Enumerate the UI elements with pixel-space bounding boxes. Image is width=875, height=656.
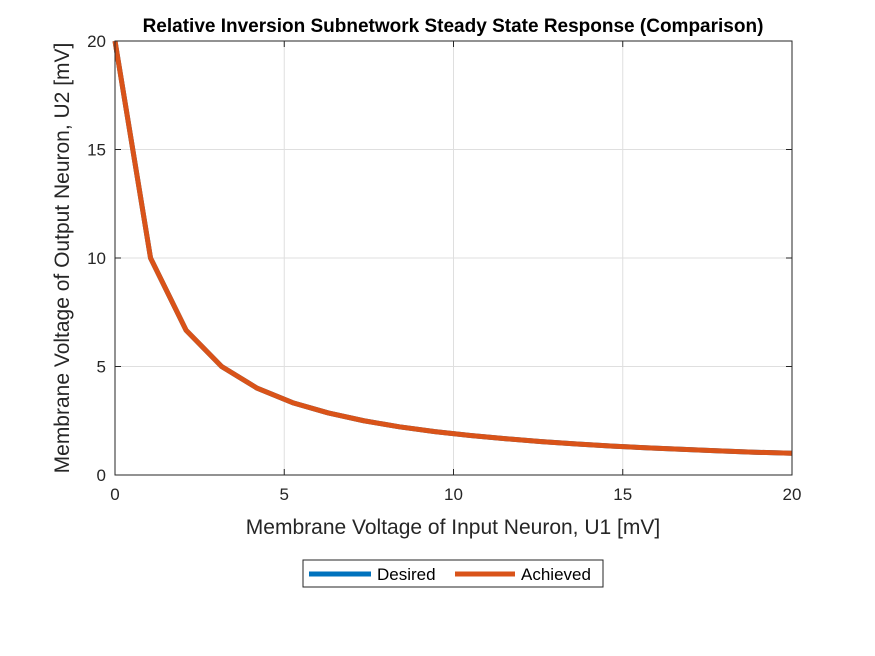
chart-title: Relative Inversion Subnetwork Steady Sta… — [143, 16, 764, 37]
x-tick-label: 10 — [444, 485, 463, 504]
y-tick-label: 10 — [87, 249, 106, 268]
x-axis-title: Membrane Voltage of Input Neuron, U1 [mV… — [246, 516, 660, 539]
y-tick-label: 15 — [87, 141, 106, 160]
x-tick-label: 15 — [613, 485, 632, 504]
axes-box — [114, 40, 793, 476]
x-tick-label: 0 — [110, 485, 119, 504]
y-tick-labels: 0 5 10 15 20 — [87, 32, 106, 485]
y-tick-label: 20 — [87, 32, 106, 51]
series-line-achieved — [112, 40, 793, 456]
x-tick-label: 20 — [783, 485, 802, 504]
legend-label-achieved: Achieved — [521, 565, 591, 584]
y-tick-label: 0 — [97, 466, 106, 485]
legend-label-desired: Desired — [377, 565, 436, 584]
axes — [114, 40, 793, 476]
y-axis-title: Membrane Voltage of Output Neuron, U2 [m… — [51, 43, 74, 474]
y-tick-label: 5 — [97, 358, 106, 377]
legend: Desired Achieved — [302, 559, 604, 588]
series-lines — [112, 40, 793, 456]
x-tick-label: 5 — [280, 485, 289, 504]
x-tick-labels: 0 5 10 15 20 — [110, 485, 801, 504]
